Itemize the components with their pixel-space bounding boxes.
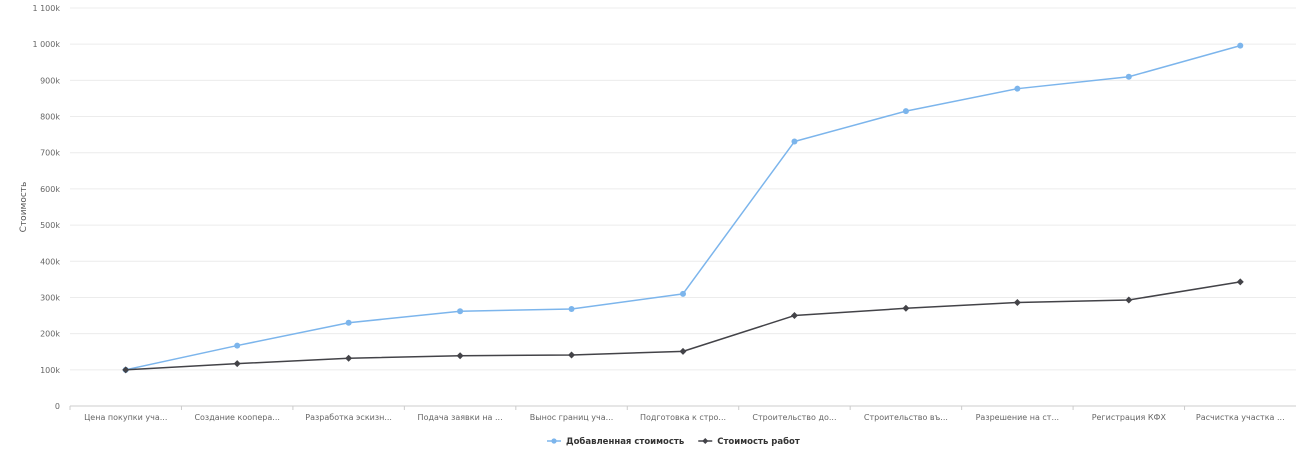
data-point[interactable] (568, 306, 575, 313)
data-point[interactable] (568, 351, 576, 359)
x-tick-label: Строительство въ... (864, 413, 948, 422)
y-tick-label: 700k (40, 149, 60, 158)
data-point[interactable] (790, 312, 798, 320)
y-tick-label: 400k (40, 257, 60, 266)
legend-item[interactable]: Добавленная стоимость (547, 436, 684, 447)
x-tick-label: Разработка эскизн... (305, 413, 392, 422)
y-tick-label: 800k (40, 113, 60, 122)
y-axis: 0 100k 200k 300k 400k 500k 600k 700k 800k 900k 1 0… (32, 4, 60, 411)
y-tick-label: 200k (40, 330, 60, 339)
x-tick-label: Цена покупки уча... (84, 413, 167, 422)
data-point[interactable] (791, 138, 798, 145)
data-point[interactable] (680, 290, 686, 297)
x-axis: Цена покупки уча... Создание коопера... Ра… (69, 405, 1296, 422)
data-point[interactable] (902, 108, 909, 115)
data-point[interactable] (122, 366, 130, 374)
y-tick-label: 300k (40, 293, 60, 302)
data-point[interactable] (1013, 299, 1021, 307)
series-1[interactable] (122, 42, 1244, 373)
y-tick-label: 0 (55, 402, 60, 411)
x-tick-label: Создание коопера... (194, 413, 279, 422)
data-point[interactable] (1236, 278, 1244, 286)
data-point[interactable] (902, 304, 910, 312)
series-2[interactable] (122, 278, 1244, 374)
x-tick-label: Подготовка к стро... (640, 413, 726, 422)
y-tick-label: 900k (40, 76, 60, 85)
x-tick-label: Регистрация КФХ (1092, 413, 1167, 422)
data-point[interactable] (233, 360, 241, 368)
y-tick-label: 600k (40, 185, 60, 194)
data-point[interactable] (234, 342, 241, 349)
y-tick-label: 100k (40, 366, 60, 375)
data-point[interactable] (456, 352, 464, 360)
data-point[interactable] (679, 347, 687, 355)
legend-label: Стоимость работ (717, 436, 800, 447)
x-tick-label: Вынос границ уча... (530, 413, 613, 422)
y-tick-label: 500k (40, 221, 60, 230)
series-area (122, 42, 1244, 374)
data-point[interactable] (457, 308, 464, 315)
circle-icon (551, 438, 557, 444)
grid (70, 7, 1296, 407)
data-point[interactable] (345, 354, 353, 362)
legend-label: Добавленная стоимость (566, 436, 684, 447)
data-point[interactable] (1125, 73, 1132, 80)
x-tick-label: Расчистка участка ... (1196, 413, 1285, 422)
diamond-icon (702, 438, 709, 444)
data-point[interactable] (345, 319, 352, 326)
legend[interactable]: Добавленная стоимость Стоимость работ (547, 436, 800, 447)
x-tick-label: Подача заявки на ... (418, 413, 503, 422)
y-axis-title: Стоимость (19, 182, 29, 233)
data-point[interactable] (1125, 296, 1133, 304)
legend-item[interactable]: Стоимость работ (698, 436, 800, 447)
y-tick-label: 1 100k (32, 4, 60, 13)
series-line[interactable] (125, 44, 1241, 371)
x-tick-label: Строительство до... (752, 413, 836, 422)
x-tick-label: Разрешение на ст... (976, 413, 1059, 422)
y-tick-label: 1 000k (32, 40, 60, 49)
data-point[interactable] (1014, 85, 1021, 92)
data-point[interactable] (1237, 42, 1244, 49)
